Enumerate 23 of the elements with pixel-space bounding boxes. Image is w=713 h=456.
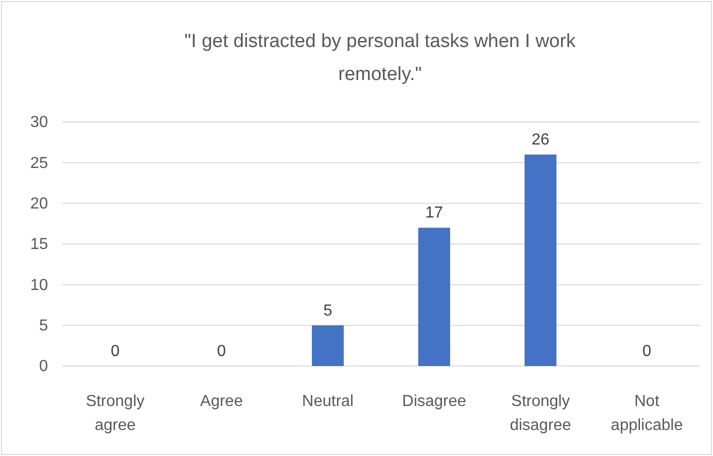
data-label: 17 xyxy=(425,204,444,222)
bar xyxy=(418,228,450,366)
x-tick-label: Agree xyxy=(200,393,243,410)
x-tick-label: Neutral xyxy=(302,393,354,410)
data-label: 5 xyxy=(323,302,332,320)
x-tick-label: Disagree xyxy=(402,393,466,410)
y-tick-label: 10 xyxy=(30,276,48,294)
y-tick-label: 5 xyxy=(39,317,48,334)
x-tick-label: Strongly disagree xyxy=(510,393,572,434)
y-tick-label: 30 xyxy=(30,114,48,132)
y-tick-label: 20 xyxy=(30,195,48,212)
data-label: 0 xyxy=(110,343,120,360)
y-tick-label: 0 xyxy=(39,358,48,376)
data-label: 26 xyxy=(532,132,550,149)
chart-title: "I get distracted by personal tasks when I work remotely." xyxy=(184,31,576,85)
x-tick-label: Strongly agree xyxy=(86,393,145,434)
data-label: 0 xyxy=(642,343,652,360)
bar xyxy=(312,325,344,366)
x-tick-label: Not applicable xyxy=(610,393,683,434)
y-tick-label: 15 xyxy=(30,236,48,254)
data-label: 0 xyxy=(217,343,226,360)
y-tick-label: 25 xyxy=(30,154,48,172)
bar xyxy=(524,154,556,366)
